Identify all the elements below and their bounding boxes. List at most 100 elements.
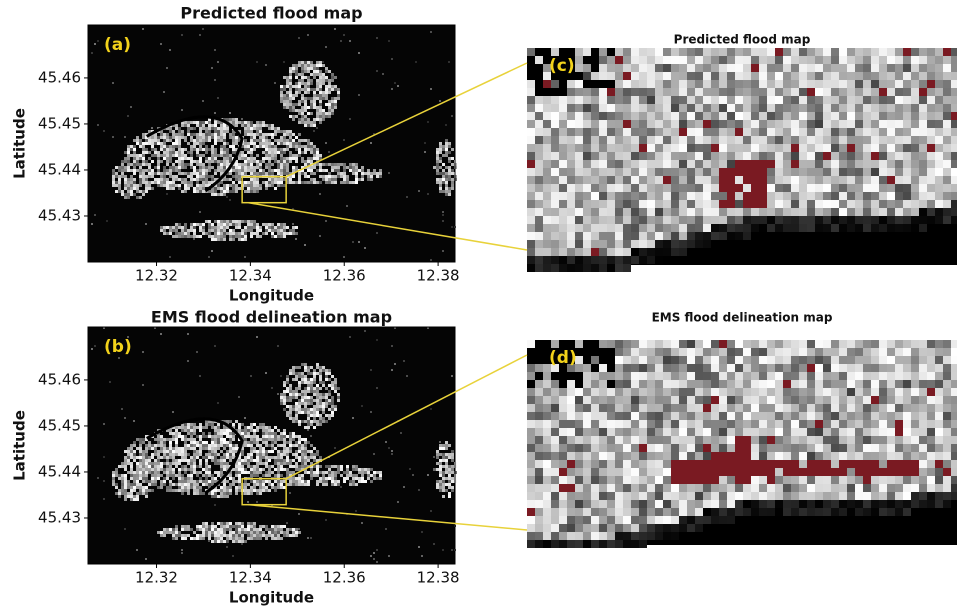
speckle (226, 226, 229, 229)
pixel (727, 104, 735, 112)
speckle (226, 130, 229, 133)
speckle (94, 214, 96, 216)
pixel (615, 248, 623, 256)
pixel (807, 176, 815, 184)
speckle (154, 483, 157, 486)
pixel (751, 104, 759, 112)
speckle (451, 115, 453, 117)
speckle (199, 492, 202, 495)
speckle (295, 67, 298, 70)
speckle (214, 489, 217, 492)
pixel (655, 240, 663, 248)
speckle (265, 444, 268, 447)
pixel (751, 184, 759, 192)
speckle (313, 387, 316, 390)
speckle (205, 232, 208, 235)
pixel (839, 152, 847, 160)
pixel (919, 160, 927, 168)
speckle (166, 157, 169, 160)
speckle (367, 477, 370, 480)
pixel (935, 48, 943, 56)
pixel (695, 64, 703, 72)
speckle (157, 462, 160, 465)
speckle (178, 468, 181, 471)
pixel (903, 136, 911, 144)
speckle (367, 468, 370, 471)
speckle (238, 528, 241, 531)
pixel (791, 72, 799, 80)
pixel (543, 104, 551, 112)
speckle (115, 184, 118, 187)
speckle (196, 172, 199, 175)
speckle (130, 483, 133, 486)
speckle (142, 151, 145, 154)
pixel (935, 80, 943, 88)
speckle (199, 154, 202, 157)
speckle (169, 468, 172, 471)
speckle (196, 534, 199, 537)
pixel (751, 152, 759, 160)
speckle (247, 187, 250, 190)
speckle (292, 169, 295, 172)
speckle (445, 151, 448, 154)
speckle (169, 154, 172, 157)
speckle (310, 166, 313, 169)
speckle (223, 495, 226, 498)
speckle (142, 492, 145, 495)
pixel (887, 144, 895, 152)
speckle (166, 226, 169, 229)
speckle (244, 145, 247, 148)
speckle (277, 226, 280, 229)
speckle (262, 145, 265, 148)
speckle (262, 480, 265, 483)
speckle (172, 136, 175, 139)
speckle (442, 459, 445, 462)
speckle (235, 139, 238, 142)
speckle (250, 447, 253, 450)
pixel (775, 104, 783, 112)
speckle (169, 474, 172, 477)
pixel (743, 168, 751, 176)
speckle (127, 181, 130, 184)
speckle (169, 157, 172, 160)
pixel (799, 136, 807, 144)
pixel (911, 224, 919, 232)
speckle (277, 148, 280, 151)
speckle (148, 465, 151, 468)
speckle (292, 480, 295, 483)
speckle (256, 450, 259, 453)
pixel (655, 248, 663, 256)
pixel (527, 48, 535, 56)
speckle (280, 166, 283, 169)
speckle (124, 474, 127, 477)
pixel (743, 160, 751, 168)
speckle (361, 522, 363, 524)
speckle (229, 435, 232, 438)
speckle (268, 468, 271, 471)
pixel (951, 208, 957, 216)
pixel (911, 104, 919, 112)
speckle (319, 169, 322, 172)
speckle (325, 178, 328, 181)
speckle (286, 130, 289, 133)
speckle (439, 100, 441, 102)
speckle (187, 486, 190, 489)
speckle (214, 187, 217, 190)
speckle (337, 393, 340, 396)
pixel (527, 224, 535, 232)
speckle (295, 76, 298, 79)
speckle (286, 91, 289, 94)
speckle (310, 450, 313, 453)
speckle (169, 127, 172, 130)
speckle (223, 190, 226, 193)
pixel (567, 176, 575, 184)
speckle (211, 453, 214, 456)
pixel (767, 136, 775, 144)
pixel (695, 88, 703, 96)
speckle (172, 531, 175, 534)
speckle (220, 465, 223, 468)
speckle (328, 408, 331, 411)
speckle (331, 103, 334, 106)
speckle (316, 115, 319, 118)
speckle (334, 480, 337, 483)
